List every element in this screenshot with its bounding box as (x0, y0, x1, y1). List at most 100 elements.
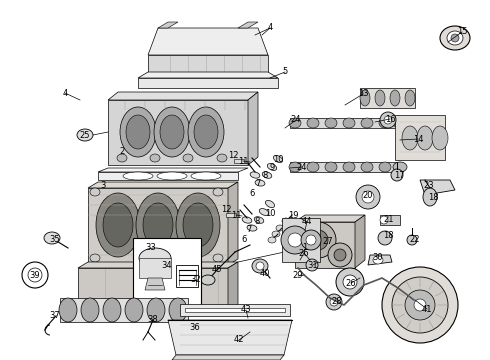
Ellipse shape (380, 216, 388, 224)
Ellipse shape (378, 231, 392, 245)
Text: 11: 11 (238, 157, 248, 166)
Ellipse shape (325, 118, 337, 128)
Polygon shape (108, 100, 248, 165)
Polygon shape (78, 268, 228, 310)
Ellipse shape (103, 203, 133, 247)
Polygon shape (180, 304, 290, 316)
Text: 29: 29 (293, 271, 303, 280)
Text: 19: 19 (288, 211, 298, 220)
Ellipse shape (139, 248, 171, 268)
Ellipse shape (143, 203, 173, 247)
Ellipse shape (255, 180, 265, 186)
Ellipse shape (417, 126, 433, 150)
Ellipse shape (259, 208, 269, 215)
Ellipse shape (360, 90, 370, 106)
Polygon shape (148, 28, 268, 55)
Ellipse shape (334, 249, 346, 261)
Text: 40: 40 (260, 269, 270, 278)
Ellipse shape (379, 162, 391, 172)
Text: 14: 14 (413, 135, 423, 144)
Text: 44: 44 (302, 217, 312, 226)
Ellipse shape (306, 235, 316, 245)
Ellipse shape (336, 268, 364, 296)
Ellipse shape (380, 112, 396, 128)
Ellipse shape (405, 290, 435, 320)
Text: 38: 38 (147, 315, 158, 324)
Polygon shape (360, 88, 415, 108)
Ellipse shape (59, 298, 77, 322)
Ellipse shape (81, 298, 99, 322)
Text: 22: 22 (410, 234, 420, 243)
Ellipse shape (169, 298, 187, 322)
Ellipse shape (125, 298, 143, 322)
Ellipse shape (289, 162, 301, 172)
Text: 4: 4 (62, 89, 68, 98)
Ellipse shape (289, 118, 301, 128)
Ellipse shape (254, 217, 264, 223)
Polygon shape (248, 92, 258, 165)
Polygon shape (228, 182, 238, 265)
Text: 24: 24 (297, 162, 307, 171)
Ellipse shape (157, 172, 187, 180)
Ellipse shape (375, 90, 385, 106)
Text: 45: 45 (212, 266, 222, 274)
Polygon shape (98, 168, 248, 172)
Text: 25: 25 (80, 130, 90, 139)
Text: 16: 16 (385, 114, 395, 123)
Ellipse shape (150, 154, 160, 162)
Ellipse shape (384, 116, 392, 124)
Polygon shape (226, 213, 236, 217)
Text: 12: 12 (228, 150, 238, 159)
Ellipse shape (266, 201, 274, 208)
Text: 43: 43 (241, 306, 251, 315)
Ellipse shape (242, 217, 252, 223)
Polygon shape (395, 115, 445, 160)
Polygon shape (168, 320, 292, 355)
Ellipse shape (154, 107, 190, 157)
Text: 1: 1 (302, 243, 308, 252)
Polygon shape (380, 215, 400, 225)
Polygon shape (148, 55, 268, 72)
Text: 20: 20 (363, 192, 373, 201)
Ellipse shape (77, 129, 93, 141)
Bar (176, 265, 198, 287)
Ellipse shape (440, 26, 470, 50)
Text: 17: 17 (393, 171, 404, 180)
Ellipse shape (213, 254, 223, 262)
Text: 10: 10 (265, 208, 275, 217)
Bar (139, 258, 171, 278)
Polygon shape (145, 278, 165, 290)
Ellipse shape (256, 262, 264, 270)
Polygon shape (185, 308, 285, 312)
Polygon shape (158, 22, 178, 28)
Text: 2: 2 (120, 147, 124, 156)
Text: 15: 15 (457, 27, 467, 36)
Text: 37: 37 (49, 311, 60, 320)
Ellipse shape (183, 203, 213, 247)
Ellipse shape (123, 172, 153, 180)
Text: 6: 6 (249, 189, 255, 198)
Polygon shape (295, 222, 355, 268)
Polygon shape (88, 182, 238, 188)
Bar (133, 238, 201, 306)
Ellipse shape (361, 118, 373, 128)
Ellipse shape (307, 162, 319, 172)
Text: 36: 36 (190, 323, 200, 332)
Polygon shape (138, 72, 278, 78)
Ellipse shape (288, 233, 302, 247)
Text: 3: 3 (100, 180, 106, 189)
Polygon shape (98, 172, 238, 180)
Polygon shape (172, 355, 284, 360)
Polygon shape (290, 162, 400, 172)
Polygon shape (108, 92, 258, 100)
Ellipse shape (379, 118, 391, 128)
Ellipse shape (22, 262, 48, 288)
Ellipse shape (307, 118, 319, 128)
Ellipse shape (356, 185, 380, 209)
Text: 18: 18 (428, 193, 439, 202)
Ellipse shape (390, 90, 400, 106)
Text: 6: 6 (241, 234, 246, 243)
Ellipse shape (183, 154, 193, 162)
Text: 32: 32 (191, 275, 201, 284)
Polygon shape (290, 118, 400, 128)
